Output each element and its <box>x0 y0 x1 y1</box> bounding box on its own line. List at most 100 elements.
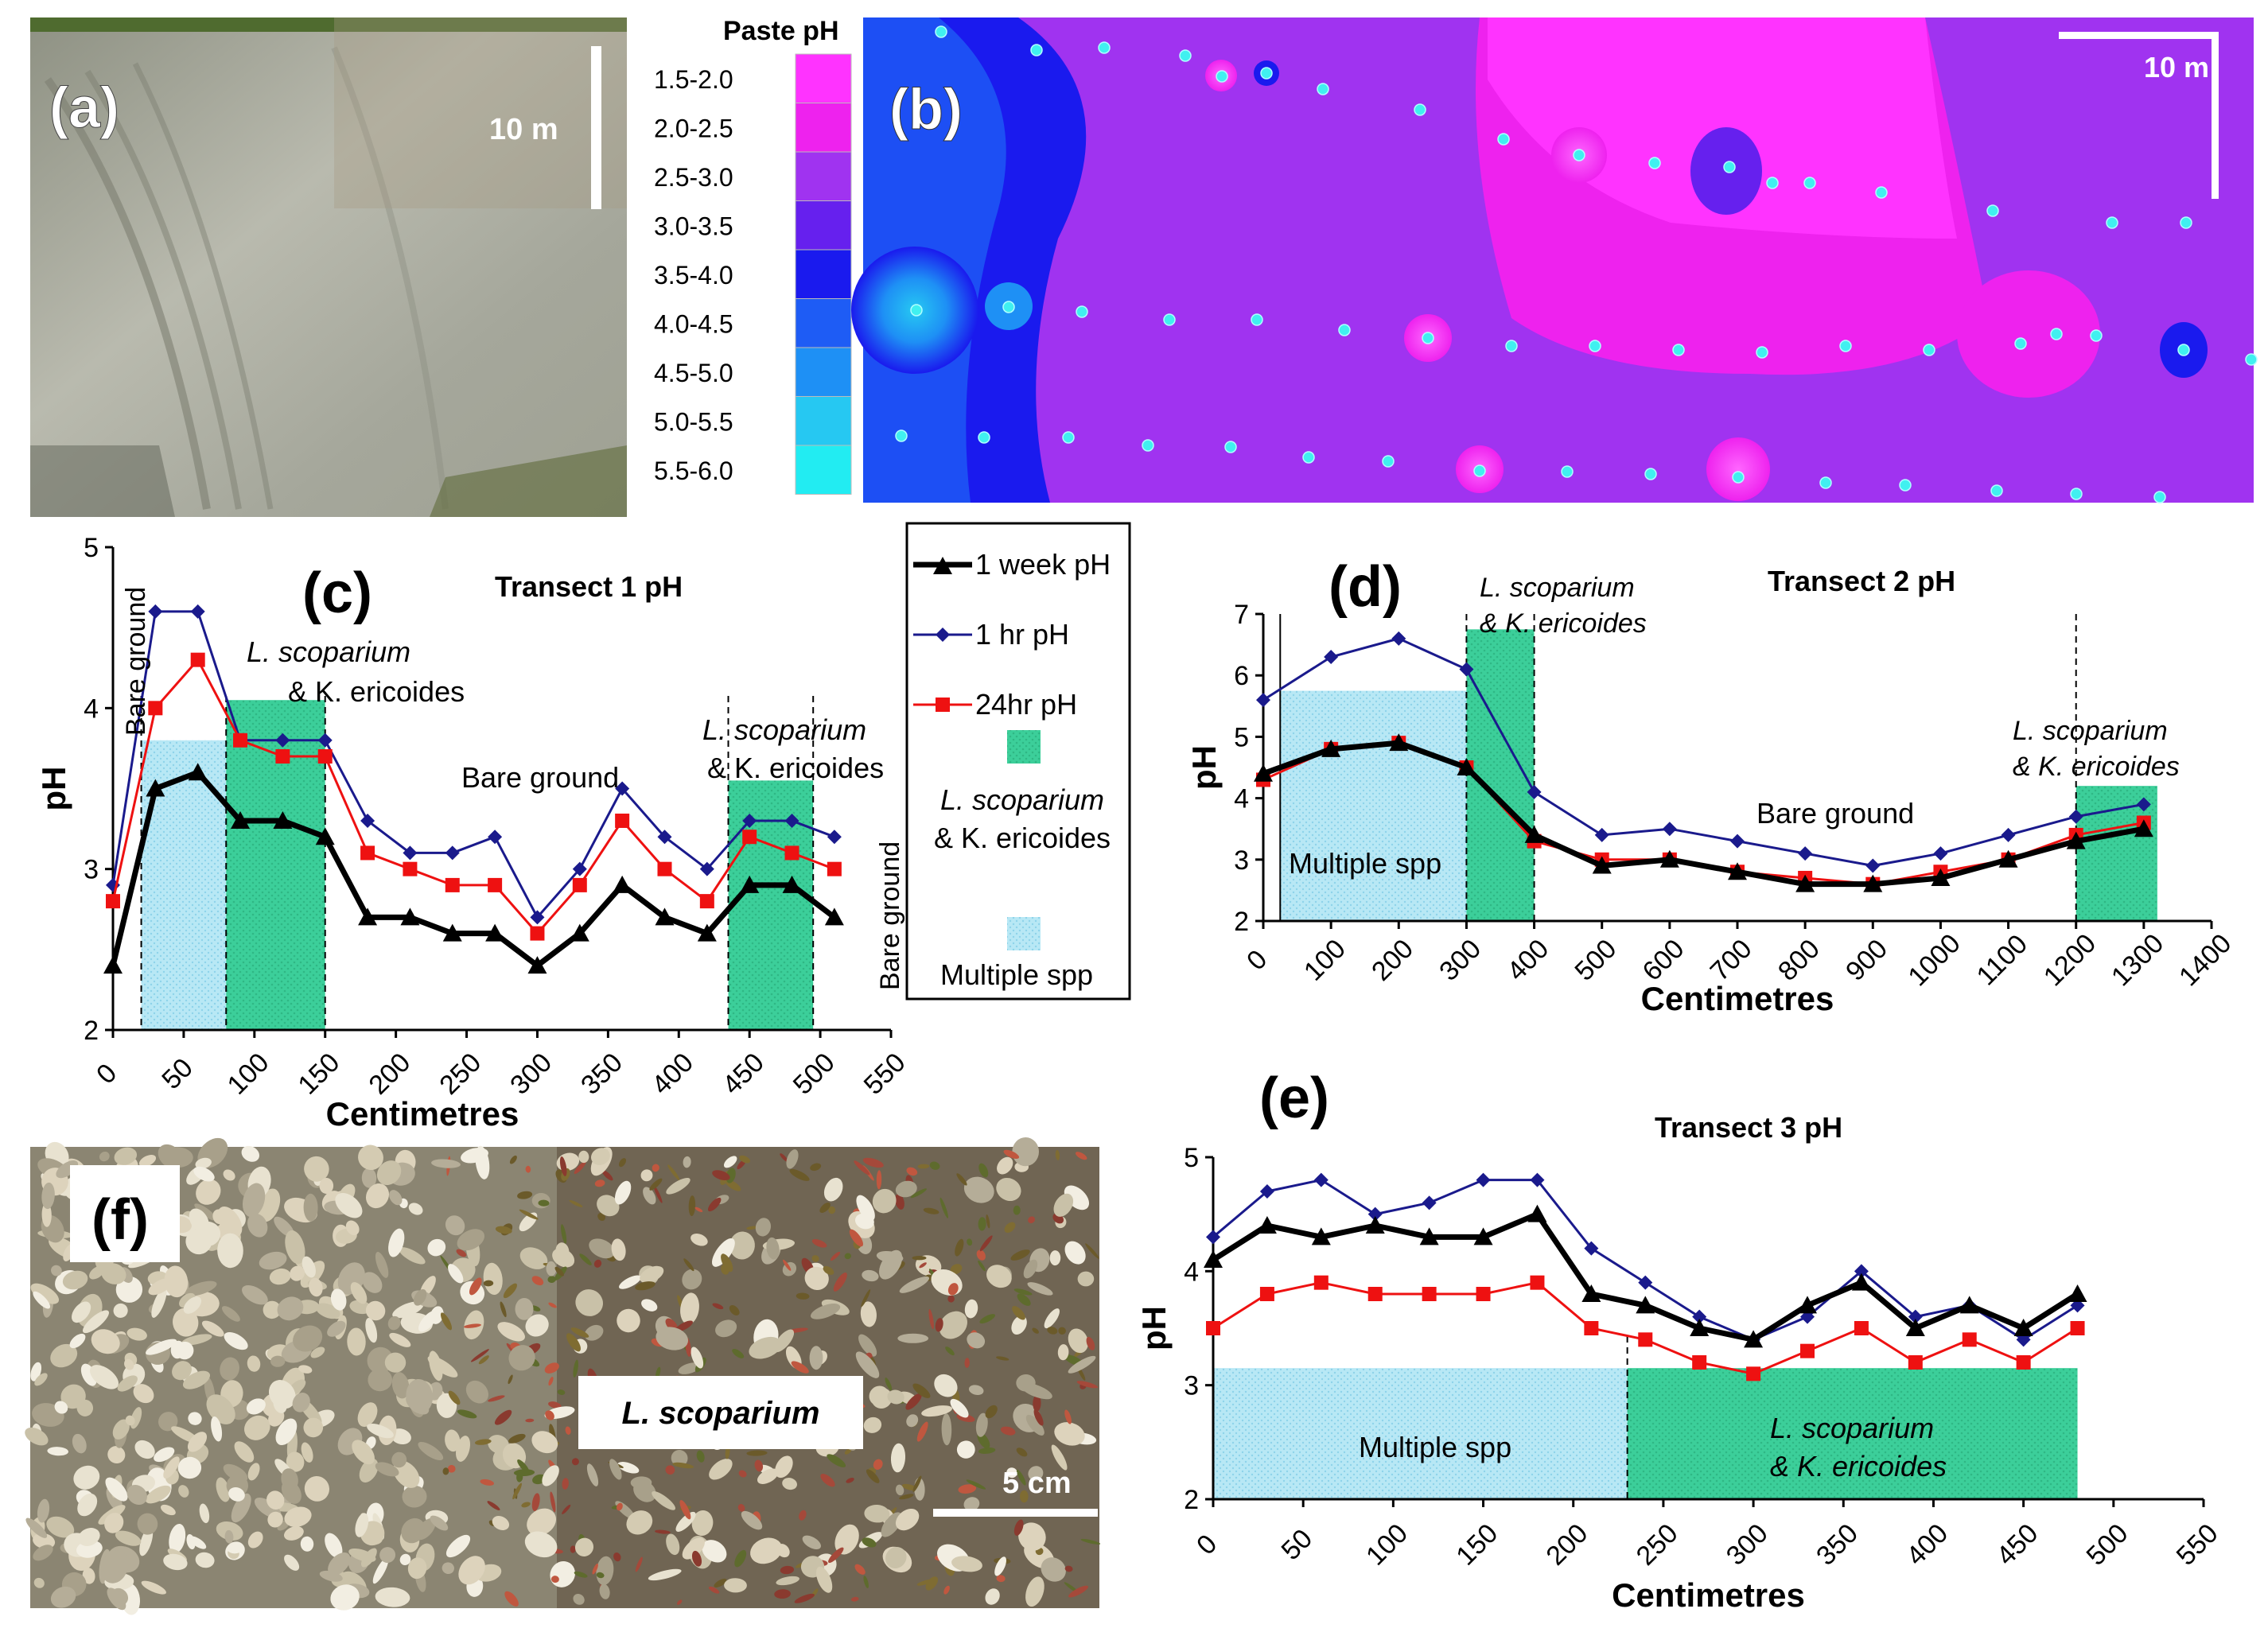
sample-point <box>1224 441 1237 453</box>
point-1-hr <box>572 861 587 876</box>
species-label-box <box>578 1376 863 1449</box>
plant-shoot <box>1017 1293 1031 1306</box>
legend-green2: & K. ericoides <box>934 822 1111 854</box>
gravel-stone <box>1027 1282 1053 1296</box>
x-tick-label: 1000 <box>1902 928 1966 992</box>
point-1-week <box>146 779 165 797</box>
legend-day: 24hr pH <box>975 688 1077 721</box>
gravel-stone <box>715 1319 737 1338</box>
y-tick-label: 5 <box>1234 722 1249 752</box>
gravel-stone <box>224 1332 248 1350</box>
plant-shoot <box>828 1547 844 1564</box>
x-tick-label: 1300 <box>2106 928 2169 992</box>
chart-d-title: Transect 2 pH <box>1768 565 1955 597</box>
scale-bar-f <box>933 1509 1098 1517</box>
legend-marker-week <box>933 557 952 574</box>
gravel-stone <box>427 1355 458 1378</box>
gravel-stone <box>50 1343 78 1368</box>
point-1-week <box>1527 1204 1547 1222</box>
plant-shoot <box>1013 1288 1033 1296</box>
gravel-stone <box>609 1459 622 1480</box>
plant-shoot <box>592 1563 598 1575</box>
plant-shoot <box>594 1179 605 1187</box>
series-line-week <box>110 769 836 969</box>
scale-label-a: 10 m <box>489 113 558 146</box>
ph-legend-label: 5.0-5.5 <box>654 407 733 436</box>
plant-shoot <box>597 1212 606 1222</box>
gravel-stone <box>195 1157 212 1169</box>
gravel-stone <box>56 1160 79 1179</box>
plant-shoot <box>525 1418 535 1423</box>
plant-shoot <box>548 1377 554 1386</box>
gravel-stone <box>399 1553 411 1566</box>
sample-point <box>2245 353 2258 366</box>
gravel-stone <box>1068 1328 1088 1354</box>
gravel-stone <box>458 1556 485 1585</box>
gravel-stone <box>195 1552 215 1568</box>
gravel-stone <box>82 1568 95 1584</box>
point-1-week <box>2013 1319 2033 1336</box>
ph-legend-swatch <box>795 396 852 446</box>
gravel-stone <box>126 1327 147 1341</box>
plant-shoot <box>828 1206 836 1214</box>
sample-point <box>1561 465 1574 478</box>
ph-legend-title: Paste pH <box>723 16 839 46</box>
gravel-stone <box>25 1427 49 1446</box>
gravel-stone <box>301 1256 316 1278</box>
plant-shoot <box>738 1470 747 1478</box>
sample-point <box>1338 324 1351 336</box>
gravel-stone <box>285 1230 305 1265</box>
gravel-stone <box>193 1166 215 1182</box>
x-tick-label: 250 <box>1631 1518 1684 1572</box>
sample-point <box>1644 468 1657 480</box>
gravel-stone <box>196 1179 221 1205</box>
plant-shoot <box>1016 1469 1026 1486</box>
gravel-stone <box>897 1333 929 1343</box>
gravel-stone <box>303 1417 324 1438</box>
sample-point <box>1819 476 1832 489</box>
gravel-stone <box>809 1346 823 1370</box>
point-1-hr <box>1933 846 1948 861</box>
gravel-stone <box>62 1270 88 1290</box>
plant-shoot <box>1075 1152 1087 1160</box>
c-annot-bare2: Bare ground <box>461 761 619 794</box>
gravel-stone <box>241 1145 260 1162</box>
plant-shoot <box>470 1349 489 1362</box>
plant-shoot <box>696 1450 705 1463</box>
point-1-hr <box>1798 846 1813 861</box>
sample-point <box>1317 83 1329 95</box>
plant-shoot <box>596 1572 605 1579</box>
c-annot-ke1: & K. ericoides <box>288 675 465 708</box>
gravel-stone <box>345 1220 360 1236</box>
plant-shoot <box>500 1301 507 1318</box>
gravel-stone <box>465 1380 488 1404</box>
gravel-stone <box>303 1193 318 1222</box>
gravel-stone <box>51 1265 62 1277</box>
gravel-stone <box>975 1413 988 1437</box>
x-tick-label: 100 <box>222 1047 275 1101</box>
plant-shoot <box>504 1591 519 1607</box>
gravel-stone <box>691 1510 714 1537</box>
point-1-hr <box>1206 1230 1220 1245</box>
sample-point <box>2070 488 2083 500</box>
point-1-week <box>315 827 335 845</box>
plant-shoot <box>862 1157 884 1168</box>
plant-shoot <box>746 1450 768 1456</box>
gravel-stone <box>666 1533 680 1556</box>
plant-shoot <box>547 1276 556 1284</box>
gravel-stone <box>247 1531 263 1549</box>
gravel-stone <box>217 1233 243 1269</box>
plant-shoot <box>780 1153 788 1163</box>
plant-shoot <box>480 1479 494 1486</box>
point-1-week <box>613 875 632 893</box>
gravel-stone <box>442 1562 454 1575</box>
gravel-stone <box>858 1334 877 1357</box>
d-annot-ke1: & K. ericoides <box>1480 608 1647 639</box>
ph-legend: Paste pH 1.5-2.0 2.0-2.5 2.5-3.0 3.0-3.5 3.5… <box>654 16 852 495</box>
gravel-stone <box>542 1465 559 1486</box>
gravel-stone <box>656 1327 689 1350</box>
gravel-stone <box>293 1325 323 1352</box>
gravel-stone <box>267 1511 283 1528</box>
plant-shoot <box>1004 1222 1016 1234</box>
